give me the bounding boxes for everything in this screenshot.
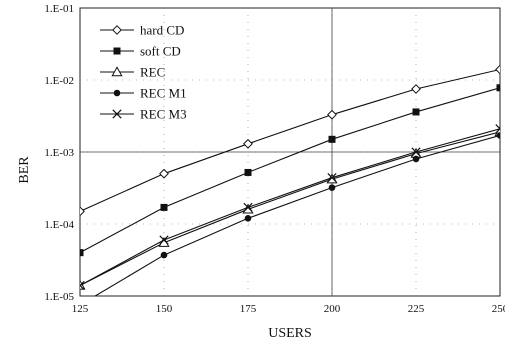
legend-item: soft CD [100,44,181,59]
legend-label: soft CD [140,44,181,59]
data-point [496,132,500,139]
data-point [495,124,500,134]
data-point [411,147,421,157]
y-tick-label: 1.E-05 [44,291,74,303]
legend-label: REC M1 [140,86,187,101]
legend-marker [111,66,123,77]
legend-label: hard CD [140,23,184,38]
gridlines [80,8,500,296]
data-point [80,249,84,257]
data-point [328,135,336,143]
y-tick-label: 1.E-03 [44,147,74,159]
series-soft-cd [80,84,500,257]
legend-marker [113,89,121,97]
x-axis-label: USERS [268,326,312,341]
legend-marker [113,47,121,55]
data-point [412,155,420,163]
series-line [80,68,500,212]
series-hard-cd [80,64,500,217]
data-point [244,168,252,176]
data-point [159,168,169,179]
legend: hard CD soft CD REC REC M1 REC M3 [100,23,187,122]
legend-item: REC M3 [100,107,187,122]
data-point [244,214,252,222]
data-point [411,84,421,94]
data-point [159,235,169,245]
data-point [496,84,500,92]
y-tick-labels: 1.E-05 1.E-04 1.E-03 1.E-02 1.E-01 [44,3,74,303]
data-point [80,206,85,217]
x-tick-label: 150 [156,303,173,315]
y-tick-label: 1.E-02 [44,75,74,87]
x-tick-label: 175 [240,303,257,315]
data-point [243,202,253,213]
y-tick-label: 1.E-01 [44,3,74,15]
legend-label: REC [140,65,165,80]
y-tick-label: 1.E-04 [44,219,74,231]
data-point [243,138,253,149]
legend-item: REC [100,65,165,80]
data-point [495,64,500,75]
legend-item: hard CD [100,23,184,38]
series-line [94,134,500,296]
data-point [80,280,85,291]
x-tick-label: 225 [408,303,425,315]
series-line [80,131,500,286]
y-axis-label: BER [17,156,32,184]
legend-label: REC M3 [140,107,187,122]
series-line [80,128,500,286]
series-rec-m3 [80,124,500,291]
x-tick-label: 125 [72,303,89,315]
series-rec-m1 [94,132,500,296]
x-tick-label: 200 [324,303,341,315]
data-point [328,184,336,191]
data-point [160,203,168,211]
data-point [160,251,168,259]
series-line [80,87,500,254]
x-tick-labels: 125 150 175 200 225 250 [72,303,505,315]
data-point [327,109,337,120]
data-series [80,64,500,296]
legend-marker [112,25,122,35]
legend-item: REC M1 [100,86,187,101]
legend-marker [112,109,122,119]
x-tick-label: 250 [492,303,505,315]
data-point [412,108,420,116]
data-point [327,173,337,183]
